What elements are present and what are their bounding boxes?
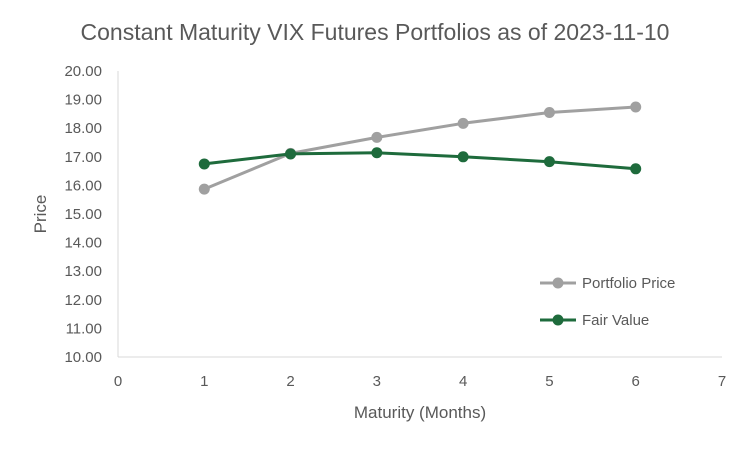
series-portfolio-price <box>198 101 642 195</box>
chart-title: Constant Maturity VIX Futures Portfolios… <box>81 19 670 45</box>
series-lines <box>198 101 642 195</box>
series-fair-value <box>198 147 642 175</box>
y-axis-label: Price <box>31 195 50 234</box>
x-tick-label: 4 <box>459 373 467 390</box>
y-tick-label: 13.00 <box>64 263 102 280</box>
axes <box>117 71 722 358</box>
x-tick-label: 6 <box>632 373 640 390</box>
legend-item-portfolio-price: Portfolio Price <box>540 275 675 292</box>
y-tick-label: 16.00 <box>64 177 102 194</box>
y-tick-label: 15.00 <box>64 206 102 223</box>
data-point-portfolio-price <box>543 106 555 118</box>
legend-marker <box>552 277 564 289</box>
y-tick-label: 10.00 <box>64 349 102 366</box>
data-point-fair-value <box>198 158 210 170</box>
y-tick-label: 14.00 <box>64 235 102 252</box>
legend: Portfolio Price Fair Value <box>540 275 675 329</box>
series-line-portfolio-price <box>202 105 638 191</box>
legend-marker <box>552 314 564 326</box>
x-axis-label: Maturity (Months) <box>354 403 486 422</box>
x-tick-label: 3 <box>373 373 381 390</box>
data-point-fair-value <box>371 147 383 159</box>
x-tick-label: 7 <box>718 373 726 390</box>
data-point-fair-value <box>285 148 297 160</box>
y-tick-label: 20.00 <box>64 63 102 80</box>
x-tick-label: 5 <box>545 373 553 390</box>
series-line-fair-value <box>202 151 638 171</box>
data-point-portfolio-price <box>457 117 469 129</box>
y-tick-label: 19.00 <box>64 92 102 109</box>
x-tick-label: 0 <box>114 373 122 390</box>
x-tick-label: 2 <box>286 373 294 390</box>
data-point-fair-value <box>457 151 469 163</box>
data-point-fair-value <box>543 156 555 168</box>
legend-label: Fair Value <box>582 312 649 329</box>
x-tick-labels: 0 1 2 3 4 5 6 7 <box>114 373 726 390</box>
data-point-portfolio-price <box>371 131 383 143</box>
y-tick-label: 12.00 <box>64 292 102 309</box>
legend-label: Portfolio Price <box>582 275 675 292</box>
x-tick-label: 1 <box>200 373 208 390</box>
data-point-fair-value <box>630 163 642 175</box>
y-tick-label: 17.00 <box>64 149 102 166</box>
y-tick-labels: 10.00 11.00 12.00 13.00 14.00 15.00 16.00 17.00… <box>64 63 102 366</box>
data-point-portfolio-price <box>198 183 210 195</box>
y-tick-label: 18.00 <box>64 120 102 137</box>
legend-item-fair-value: Fair Value <box>540 312 649 329</box>
data-point-portfolio-price <box>630 101 642 113</box>
y-tick-label: 11.00 <box>66 320 102 337</box>
